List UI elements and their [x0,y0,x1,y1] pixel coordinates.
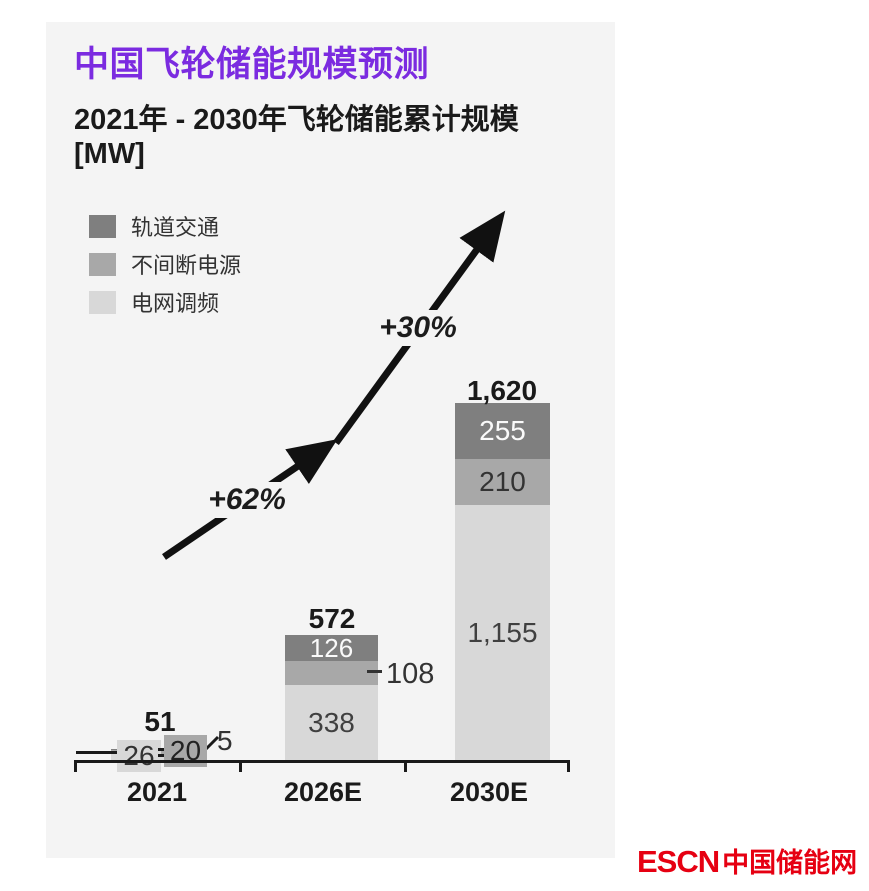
bar-2021-total-label: 51 [144,706,176,737]
x-axis-label-2026e: 2026E [283,777,363,807]
legend-item-grid: 电网调频 [89,290,241,316]
growth-label-2: +30% [374,310,462,346]
x-axis-line [74,760,569,763]
label-connector-bottom [158,754,167,757]
label-connector-top [158,748,167,751]
legend-swatch-ups [89,252,116,276]
bar-2030-segment-ups: 210 [455,459,550,505]
x-axis-tick-1 [74,760,77,772]
growth-label-1: +62% [203,482,291,518]
escn-logo-text: ESCN [637,844,720,879]
leader-line-108 [367,670,382,673]
bar-2026-segment-ups [285,661,378,685]
escn-logo-chinese-text: 中国储能网 [722,848,858,878]
legend-label-ups: 不间断电源 [131,253,242,278]
x-axis-tick-4 [567,760,570,772]
bar-2030-segment-grid: 1,155 [455,505,550,760]
legend-item-ups: 不间断电源 [89,252,241,278]
x-axis-label-2021: 2021 [126,777,188,807]
chart-subtitle: 2021年 - 2030年飞轮储能累计规模 [MW] [74,104,519,172]
bar-2026-total-label: 572 [308,603,356,634]
legend-item-rail: 轨道交通 [89,214,241,240]
legend-label-grid: 电网调频 [131,291,220,316]
bar-2021-grid-label: 26 [117,740,161,772]
bar-2026-segment-rail: 126 [285,633,378,663]
chart-title: 中国飞轮储能规模预测 [74,45,430,84]
bar-2030-segment-rail: 255 [455,403,550,459]
bar-2030-total-label: 1,620 [466,375,538,406]
legend-swatch-rail [89,214,116,238]
bar-2021-rail-label: 5 [217,725,233,756]
legend-label-rail: 轨道交通 [131,215,220,240]
bar-2030: 255 210 1,155 [455,403,550,760]
legend-swatch-grid [89,290,116,314]
chart-unit-label: [MW] [74,137,145,170]
x-axis-label-2030e: 2030E [449,777,529,807]
x-axis-tick-3 [404,760,407,772]
bar-2026-ups-label: 108 [386,658,435,690]
x-axis-tick-2 [239,760,242,772]
escn-logo: ESCN 中国储能网 [637,841,857,880]
chart-card: 中国飞轮储能规模预测 2021年 - 2030年飞轮储能累计规模 [MW] 轨道… [46,22,615,858]
bar-2026: 126 338 [285,633,378,760]
legend: 轨道交通 不间断电源 电网调频 [89,214,241,328]
bar-2026-segment-grid: 338 [285,685,378,760]
chart-subtitle-range: 2021年 - 2030年飞轮储能累计规模 [74,104,519,136]
leader-line-26 [76,751,117,754]
